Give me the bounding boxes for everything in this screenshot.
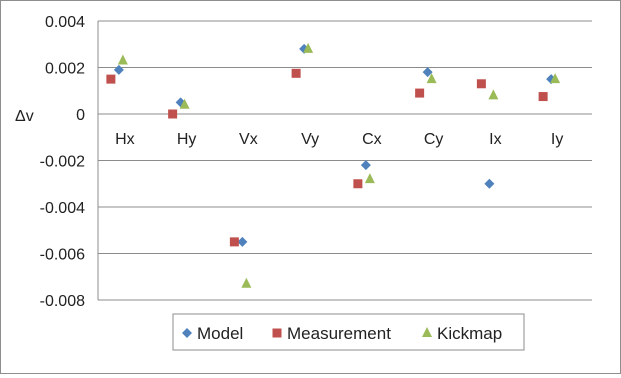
gridlines xyxy=(97,20,592,301)
y-tick-label: 0 xyxy=(76,107,85,124)
measurement-marker xyxy=(476,79,486,89)
category-label: Vx xyxy=(239,131,258,148)
model-legend-marker xyxy=(182,328,192,338)
category-label: Hy xyxy=(177,131,197,148)
measurement-marker xyxy=(291,68,301,78)
category-label: Vy xyxy=(301,131,319,148)
kickmap-marker xyxy=(550,73,561,84)
model-marker xyxy=(484,178,495,189)
measurement-marker xyxy=(538,92,548,102)
y-tick-label: -0.006 xyxy=(40,247,85,264)
kickmap-marker xyxy=(364,173,375,184)
legend-box xyxy=(172,313,525,351)
measurement-marker xyxy=(229,237,239,247)
category-label: Iy xyxy=(551,131,563,148)
model-marker xyxy=(113,64,124,75)
y-tick-label: 0.004 xyxy=(45,14,85,31)
category-label: Ix xyxy=(489,131,501,148)
y-tick-labels: 0.004 0.002 0 -0.002 -0.004 -0.006 -0.008 xyxy=(40,14,85,310)
data-markers xyxy=(106,42,561,288)
legend-label: Model xyxy=(197,324,243,343)
measurement-marker xyxy=(106,74,116,84)
measurement-marker xyxy=(353,179,363,189)
kickmap-marker xyxy=(241,277,252,288)
model-marker xyxy=(422,67,433,78)
category-labels: Hx Hy Vx Vy Cx Cy Ix Iy xyxy=(115,131,563,148)
y-axis-label: Δv xyxy=(15,108,34,125)
measurement-legend-marker xyxy=(272,328,282,338)
model-marker xyxy=(237,236,248,247)
measurement-marker xyxy=(415,88,425,98)
category-label: Cy xyxy=(424,131,444,148)
category-label: Hx xyxy=(115,131,135,148)
y-tick-label: -0.004 xyxy=(40,200,85,217)
legend: Model Measurement Kickmap xyxy=(172,313,525,351)
legend-label: Measurement xyxy=(287,324,391,343)
kickmap-marker xyxy=(179,98,190,109)
model-marker xyxy=(360,160,371,171)
measurement-marker xyxy=(168,109,178,119)
kickmap-marker xyxy=(426,73,437,84)
kickmap-marker xyxy=(303,42,314,53)
kickmap-marker xyxy=(117,54,128,65)
y-tick-label: -0.008 xyxy=(40,293,85,310)
kickmap-legend-marker xyxy=(422,327,432,337)
kickmap-marker xyxy=(488,89,499,100)
category-label: Cx xyxy=(362,131,382,148)
y-tick-label: -0.002 xyxy=(40,154,85,171)
y-tick-label: 0.002 xyxy=(45,61,85,78)
legend-label: Kickmap xyxy=(437,324,502,343)
